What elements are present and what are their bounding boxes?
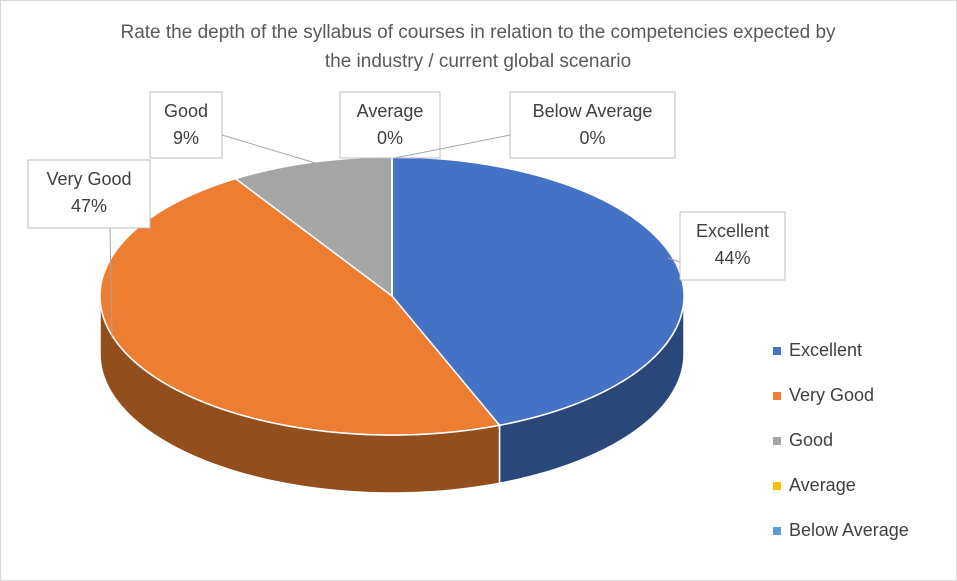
- legend-label: Very Good: [789, 385, 874, 405]
- data-label-box: [679, 211, 786, 281]
- legend-marker: [773, 527, 781, 535]
- data-label-value: 47%: [71, 196, 107, 216]
- legend-marker: [773, 437, 781, 445]
- data-label-category: Good: [164, 101, 208, 121]
- leader-line: [394, 134, 511, 159]
- legend-marker: [773, 347, 781, 355]
- data-label-value: 0%: [579, 128, 605, 148]
- data-label-box: [509, 91, 676, 159]
- leader-line: [667, 257, 681, 263]
- legend-label: Below Average: [789, 520, 909, 540]
- data-label-box: [339, 91, 441, 159]
- data-label-value: 0%: [377, 128, 403, 148]
- data-label-value: 44%: [714, 248, 750, 268]
- data-label-category: Average: [357, 101, 424, 121]
- data-label-box: [149, 91, 223, 159]
- leader-line: [109, 227, 113, 339]
- leader-line: [221, 134, 323, 166]
- slice: [391, 156, 685, 427]
- data-label-category: Excellent: [696, 221, 769, 241]
- data-label-category: Below Average: [533, 101, 653, 121]
- data-label-category: Very Good: [46, 169, 131, 189]
- data-label-box: [27, 159, 151, 229]
- legend-label: Good: [789, 430, 833, 450]
- legend-marker: [773, 482, 781, 490]
- legend-marker: [773, 392, 781, 400]
- legend-label: Excellent: [789, 340, 862, 360]
- legend-label: Average: [789, 475, 856, 495]
- chart-title: Rate the depth of the syllabus of course…: [120, 22, 836, 72]
- data-label-value: 9%: [173, 128, 199, 148]
